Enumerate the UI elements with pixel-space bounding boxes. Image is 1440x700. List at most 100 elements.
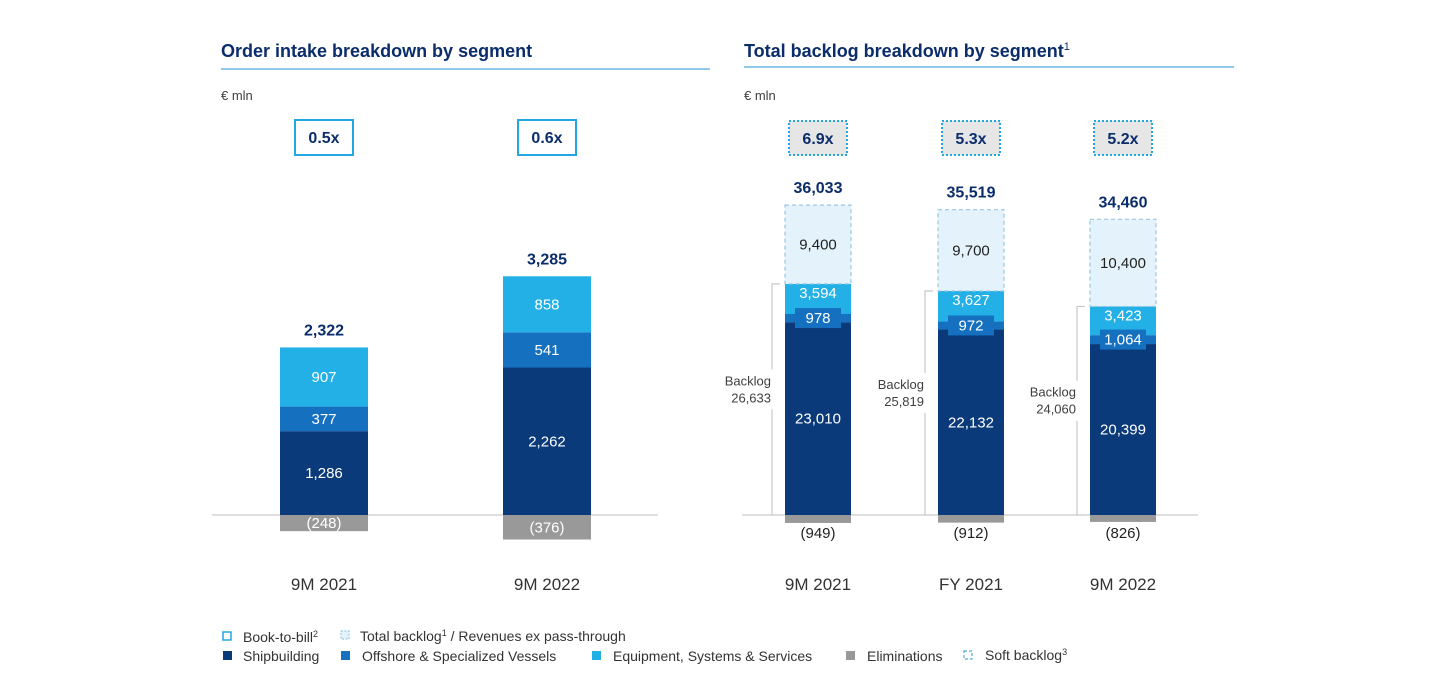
- x-tick-label: FY 2021: [939, 575, 1003, 594]
- data-label-eliminations: (826): [1105, 525, 1140, 542]
- backlog-value: 24,060: [1036, 402, 1076, 417]
- data-label-shipbuilding: 2,262: [528, 433, 566, 450]
- bar-eliminations: [938, 515, 1004, 523]
- bar-soft-backlog: [1089, 218, 1157, 308]
- data-label-shipbuilding: 22,132: [948, 414, 994, 431]
- legend-total-backlog: Total backlog1 / Revenues ex pass-throug…: [360, 628, 626, 644]
- legend-equipment-swatch: [592, 651, 601, 660]
- bar-offshore: [503, 332, 591, 368]
- legend-total-backlog-label: Total backlog: [360, 628, 442, 644]
- book-to-bill-value: 5.3x: [955, 131, 986, 148]
- data-label-eliminations: (912): [953, 525, 988, 542]
- legend-book-to-bill-label: Book-to-bill: [243, 629, 313, 645]
- backlog-label: Backlog: [725, 373, 771, 388]
- bar-eliminations: [503, 515, 591, 540]
- legend-soft-backlog: Soft backlog3: [985, 647, 1067, 663]
- legend-total-backlog-sup: 1: [442, 628, 447, 638]
- data-label-shipbuilding: 1,286: [305, 465, 343, 482]
- book-to-bill-box: [1093, 120, 1153, 156]
- data-label-shipbuilding: 23,010: [795, 411, 841, 428]
- book-to-bill-box: [517, 119, 577, 156]
- data-label-soft-backlog: 9,700: [952, 242, 990, 259]
- data-label-shipbuilding: 20,399: [1100, 422, 1146, 439]
- x-tick-label: 9M 2021: [785, 575, 851, 594]
- backlog-label: Backlog: [1030, 385, 1076, 400]
- backlog-value: 25,819: [884, 394, 924, 409]
- total-label: 36,033: [794, 180, 843, 197]
- label-backdrop-offshore: [795, 308, 841, 329]
- book-to-bill-box: [294, 119, 354, 156]
- data-label-offshore: 972: [958, 317, 983, 334]
- label-backdrop-offshore: [948, 315, 994, 336]
- right-chart-title-main: Total backlog breakdown by segment: [744, 41, 1064, 61]
- book-to-bill-value: 6.9x: [802, 131, 833, 148]
- legend-book-to-bill-sup: 2: [313, 629, 318, 639]
- total-label: 34,460: [1099, 194, 1148, 211]
- bar-shipbuilding: [280, 431, 368, 515]
- legend-total-backlog-rest: / Revenues ex pass-through: [447, 628, 626, 644]
- total-label: 2,322: [304, 322, 344, 339]
- bar-shipbuilding: [938, 329, 1004, 515]
- book-to-bill-box: [941, 120, 1001, 156]
- backlog-chart: 9,400 23,010 978 3,594 (949) Backlog 26,633 36,…: [720, 120, 1157, 594]
- data-label-eliminations: (376): [529, 519, 564, 536]
- bar-shipbuilding: [1090, 344, 1156, 515]
- bar-soft-backlog: [937, 209, 1005, 292]
- left-chart-title: Order intake breakdown by segment: [221, 41, 532, 61]
- bar-eliminations: [785, 515, 851, 523]
- x-tick-label: 9M 2022: [1090, 575, 1156, 594]
- data-label-eliminations: (248): [306, 515, 341, 532]
- book-to-bill-value: 5.2x: [1107, 131, 1138, 148]
- legend-book-to-bill-swatch: [222, 631, 232, 641]
- legend-soft-backlog-sup: 3: [1062, 647, 1067, 657]
- right-chart-title-sup: 1: [1064, 41, 1070, 53]
- bar-eliminations: [1090, 515, 1156, 522]
- legend-book-to-bill: Book-to-bill2: [243, 629, 318, 645]
- backlog-value: 26,633: [731, 390, 771, 405]
- data-label-equipment: 3,423: [1104, 307, 1142, 324]
- total-label: 3,285: [527, 251, 567, 268]
- left-unit-label: € mln: [221, 88, 253, 103]
- order-intake-chart: 1,286 377 907 (248) 2,322 0.5x 9M 2021 2,262 541…: [280, 119, 591, 594]
- data-label-soft-backlog: 10,400: [1100, 255, 1146, 272]
- label-backdrop-offshore: [1100, 329, 1146, 350]
- legend-soft-backlog-icon: [963, 650, 973, 660]
- data-label-eliminations: (949): [800, 525, 835, 542]
- legend-soft-backlog-label: Soft backlog: [985, 647, 1062, 663]
- x-tick-label: 9M 2021: [291, 575, 357, 594]
- bar-shipbuilding: [503, 367, 591, 515]
- data-label-offshore: 377: [311, 411, 336, 428]
- legend-total-backlog-swatch: [340, 630, 350, 640]
- backlog-label-backdrop: [873, 372, 929, 413]
- bar-equipment: [280, 347, 368, 407]
- legend-eliminations: Eliminations: [867, 648, 942, 664]
- backlog-label: Backlog: [878, 377, 924, 392]
- book-to-bill-value: 0.6x: [531, 130, 562, 147]
- data-label-offshore: 541: [534, 342, 559, 359]
- legend-offshore: Offshore & Specialized Vessels: [362, 648, 556, 664]
- backlog-label-backdrop: [720, 369, 776, 410]
- total-label: 35,519: [947, 185, 996, 202]
- right-chart-title: Total backlog breakdown by segment1: [744, 41, 1070, 61]
- backlog-label-backdrop: [1025, 380, 1081, 421]
- data-label-offshore: 978: [805, 310, 830, 327]
- data-label-offshore: 1,064: [1104, 332, 1142, 349]
- data-label-equipment: 858: [534, 296, 559, 313]
- bar-soft-backlog: [784, 204, 852, 285]
- book-to-bill-box: [788, 120, 848, 156]
- bar-eliminations: [280, 515, 368, 532]
- bar-offshore: [280, 406, 368, 432]
- data-label-equipment: 3,627: [952, 292, 990, 309]
- legend-shipbuilding-swatch: [223, 651, 232, 660]
- legend-offshore-swatch: [341, 651, 350, 660]
- book-to-bill-value: 0.5x: [308, 130, 339, 147]
- right-unit-label: € mln: [744, 88, 776, 103]
- x-tick-label: 9M 2022: [514, 575, 580, 594]
- bar-shipbuilding: [785, 322, 851, 515]
- data-label-equipment: 907: [311, 369, 336, 386]
- legend: Book-to-bill2 Total backlog1 / Revenues …: [222, 628, 1067, 664]
- data-label-equipment: 3,594: [799, 285, 837, 302]
- data-label-soft-backlog: 9,400: [799, 236, 837, 253]
- legend-shipbuilding: Shipbuilding: [243, 648, 319, 664]
